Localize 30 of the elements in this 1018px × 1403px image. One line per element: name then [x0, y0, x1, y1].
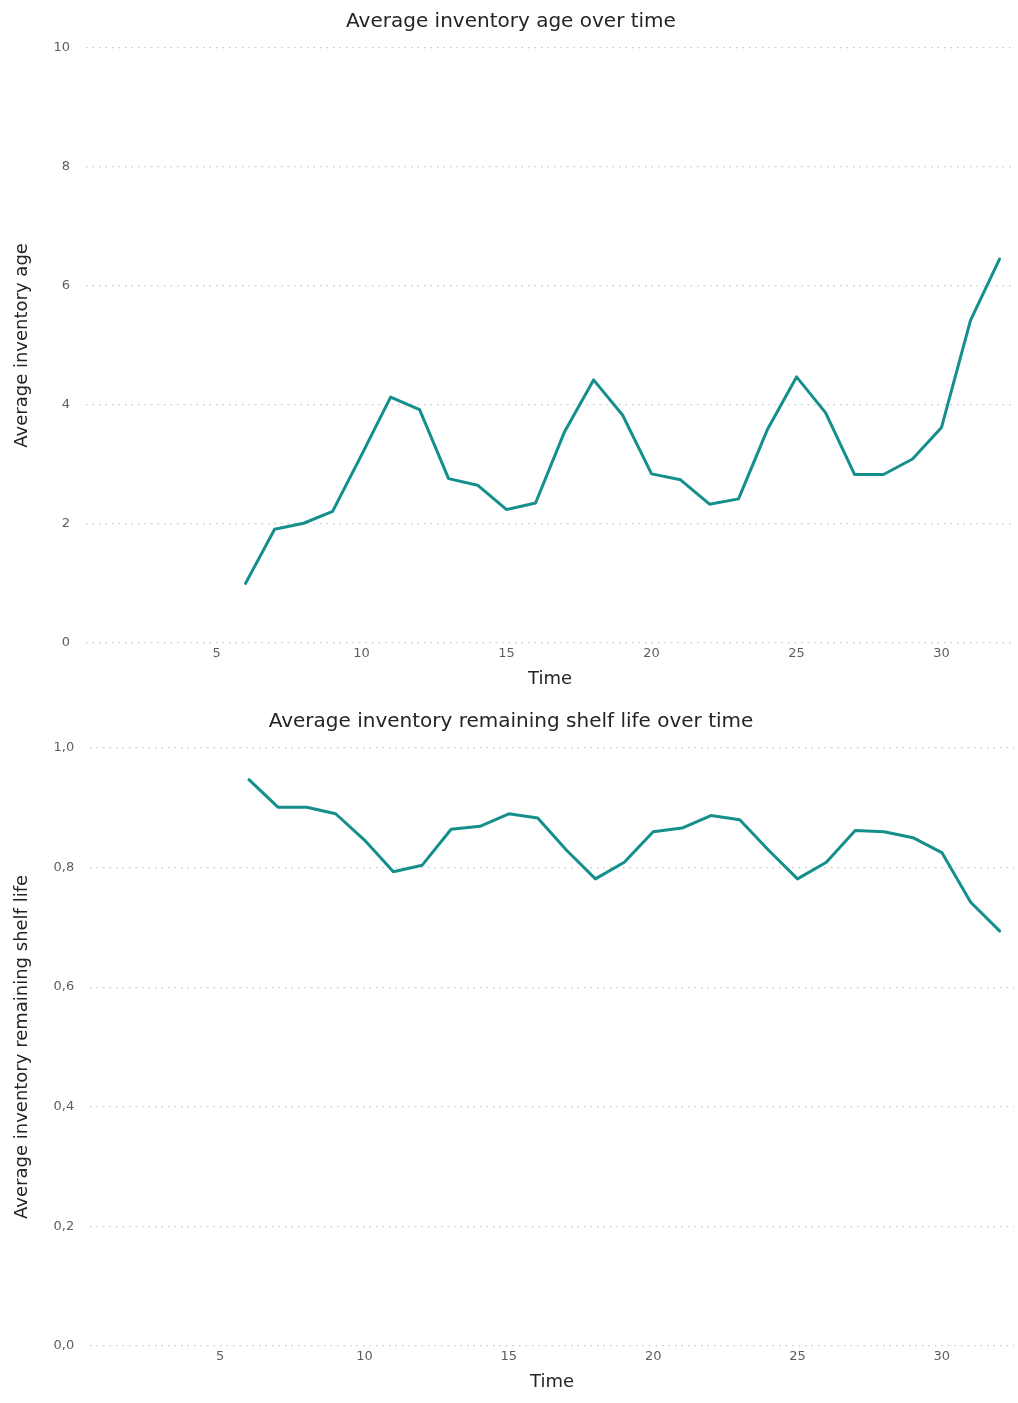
chart-title: Average inventory remaining shelf life over time — [268, 708, 754, 733]
x-tick-label: 20 — [644, 1347, 662, 1363]
y-axis-title: Average inventory age — [10, 243, 32, 448]
x-axis-title: Time — [527, 666, 573, 688]
x-tick-label: 25 — [788, 644, 805, 660]
y-tick-label: 0,0 — [53, 1337, 75, 1353]
x-tick-label: 15 — [498, 644, 515, 660]
chart-title: Average inventory age over time — [346, 8, 676, 33]
x-tick-label: 10 — [356, 1347, 373, 1363]
y-tick-label: 0,2 — [53, 1217, 75, 1233]
y-axis-title: Average inventory remaining shelf life — [10, 874, 32, 1219]
y-tick-label: 6 — [61, 277, 71, 293]
y-tick-label: 10 — [53, 39, 71, 55]
y-tick-label: 1,0 — [53, 739, 75, 755]
y-tick-label: 0,6 — [53, 978, 75, 994]
x-tick-label: 5 — [212, 644, 221, 660]
x-tick-label: 25 — [789, 1347, 806, 1363]
x-tick-label: 30 — [933, 644, 950, 660]
y-tick-label: 2 — [61, 515, 71, 531]
x-tick-label: 30 — [933, 1347, 951, 1363]
y-tick-label: 0 — [61, 634, 71, 650]
x-tick-label: 20 — [643, 644, 660, 660]
x-tick-label: 15 — [500, 1347, 518, 1363]
y-tick-label: 4 — [61, 396, 71, 412]
y-tick-label: 0,8 — [53, 858, 75, 874]
y-tick-label: 0,4 — [53, 1098, 75, 1114]
x-axis-title: Time — [529, 1369, 575, 1391]
x-tick-label: 10 — [353, 644, 370, 660]
y-tick-label: 8 — [61, 158, 71, 174]
x-tick-label: 5 — [216, 1347, 225, 1363]
